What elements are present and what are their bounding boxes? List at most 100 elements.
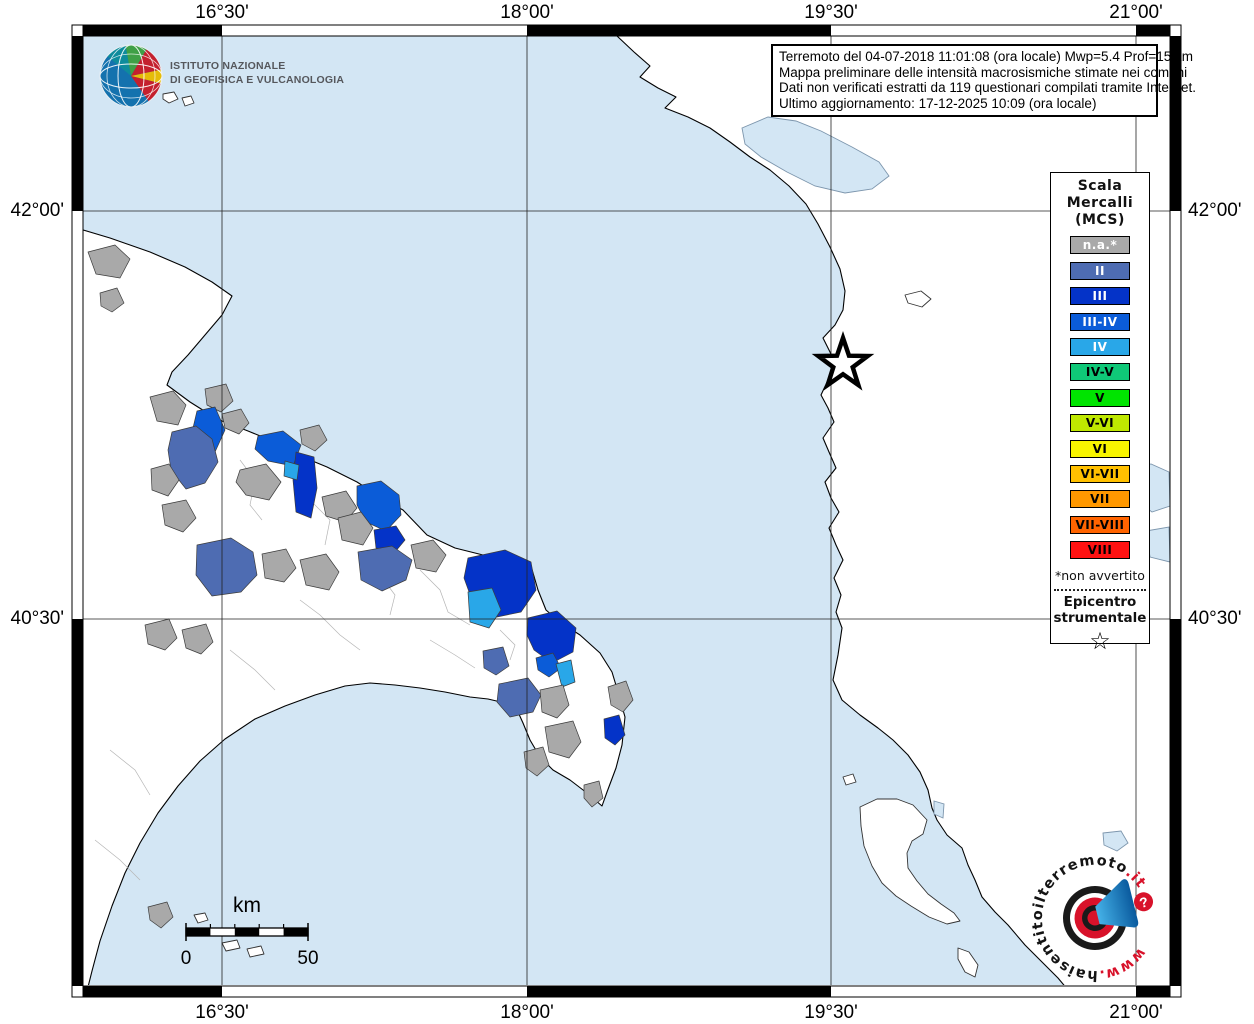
municipal-boundary <box>94 839 141 881</box>
axis-left-tick-2: 40°30' <box>10 608 65 629</box>
epicenter-star-icon: ☆ <box>1089 627 1111 656</box>
map-frame <box>71 24 1182 998</box>
municipality-intensity-ii <box>195 537 258 597</box>
municipality-intensity-na <box>299 553 340 591</box>
island <box>904 290 932 308</box>
municipality-intensity-ii <box>357 545 413 592</box>
legend-chip-VIII: VIII <box>1070 541 1130 560</box>
legend-chip-III: III <box>1070 287 1130 306</box>
question-mark: ? <box>1138 893 1150 911</box>
municipality-intensity-iii <box>603 714 626 746</box>
island <box>162 91 179 104</box>
axis-right-tick-1: 42°00' <box>1188 200 1242 221</box>
municipal-boundary <box>309 499 331 546</box>
island <box>842 773 857 786</box>
info-line-mapdesc: Mappa preliminare delle intensità macros… <box>779 64 1188 80</box>
municipality-intensity-iii <box>292 451 318 519</box>
legend-chip-V: V <box>1070 388 1130 407</box>
legend-chip-III-IV: III-IV <box>1070 312 1130 331</box>
info-line-event: Terremoto del 04-07-2018 11:01:08 (ora l… <box>779 49 1193 64</box>
axis-bottom-tick-4: 21°00' <box>1109 1002 1163 1023</box>
axis-top-tick-4: 21°00' <box>1109 2 1163 23</box>
municipality-intensity-iv <box>555 659 576 688</box>
legend-chip-VII: VII <box>1070 490 1130 509</box>
municipality-intensity-iiiiv <box>356 480 402 532</box>
municipality-intensity-na <box>87 244 131 279</box>
axis-top-tick-1: 16°30' <box>195 2 249 23</box>
legend-epicenter-label: Epicentro strumentale <box>1053 594 1147 627</box>
earthquake-info-box: Terremoto del 04-07-2018 11:01:08 (ora l… <box>771 44 1196 118</box>
municipality-intensity-na <box>539 684 570 719</box>
legend-chip-VI-VII: VI-VII <box>1070 464 1130 483</box>
scale-bar-start: 0 <box>181 948 192 969</box>
island <box>957 947 979 978</box>
ingv-globe-slice <box>131 69 162 84</box>
municipality-intensity-ii <box>482 646 510 676</box>
scale-bar-unit: km <box>233 894 261 917</box>
legend-divider <box>1054 589 1146 592</box>
municipal-boundary <box>299 599 361 651</box>
municipality-intensity-na <box>181 623 214 655</box>
question-badge <box>1134 892 1154 912</box>
legend-footnote: *non avvertito <box>1055 568 1145 584</box>
municipal-boundary <box>429 639 476 669</box>
epicenter-star <box>811 330 875 391</box>
axis-bottom-tick-3: 19°30' <box>804 1002 858 1023</box>
lake <box>933 800 945 819</box>
ingv-globe-slice <box>131 76 162 102</box>
legend-items: n.a.* II III III-IV IV IV-V V V-VI VI VI-VII VII VI… <box>1051 236 1149 560</box>
municipality-intensity-na <box>204 383 234 413</box>
municipality-intensity-iii <box>526 610 577 664</box>
island <box>193 912 209 924</box>
axis-top-tick-2: 18°00' <box>500 2 554 23</box>
ingv-wordmark-line2: DI GEOFISICA E VULCANOLOGIA <box>170 73 345 86</box>
axis-left-tick-1: 42°00' <box>10 200 65 221</box>
axis-right-tick-2: 40°30' <box>1188 608 1242 629</box>
municipal-boundary <box>229 649 276 691</box>
ingv-wordmark-line1: ISTITUTO NAZIONALE <box>170 60 286 72</box>
info-line-updated: Ultimo aggiornamento: 17-12-2025 10:09 (… <box>779 95 1097 111</box>
municipality-intensity-na <box>149 390 187 426</box>
municipality-intensity-na <box>299 424 328 452</box>
municipality-intensity-na <box>337 511 374 546</box>
municipality-intensity-na <box>523 746 550 777</box>
municipality-intensity-ii <box>167 425 219 490</box>
island <box>246 945 265 958</box>
municipal-boundary <box>499 629 516 661</box>
municipality-intensity-ii <box>496 677 542 718</box>
municipality-intensity-na <box>150 463 180 497</box>
municipality-intensity-na <box>144 618 178 651</box>
legend-chip-VI: VI <box>1070 439 1130 458</box>
municipality-intensity-na <box>410 539 447 573</box>
ingv-globe-slice <box>131 49 162 76</box>
ingv-globe-slice <box>125 45 147 76</box>
municipality-intensity-iv <box>283 460 300 481</box>
legend-chip-II: II <box>1070 261 1130 280</box>
legend-chip-V-VI: V-VI <box>1070 414 1130 433</box>
municipality-intensity-na <box>583 780 604 808</box>
landmass-balkans <box>616 36 1170 985</box>
legend-chip-IV: IV <box>1070 337 1130 356</box>
intensity-legend: Scala Mercalli (MCS) n.a.* II III III-IV IV I… <box>1050 172 1150 654</box>
map-layers <box>83 36 1170 985</box>
axis-bottom-tick-2: 18°00' <box>500 1002 554 1023</box>
municipality-intensity-na <box>607 680 634 713</box>
municipality-intensity-na <box>161 499 197 533</box>
legend-chip-IV-V: IV-V <box>1070 363 1130 382</box>
info-line-source: Dati non verificati estratti da 119 ques… <box>779 80 1196 96</box>
island <box>859 798 961 925</box>
ingv-wordmark: ISTITUTO NAZIONALE DI GEOFISICA E VULCAN… <box>170 60 344 87</box>
municipality-intensity-na <box>544 720 582 759</box>
island <box>181 95 195 107</box>
legend-chip-VII-VIII: VII-VIII <box>1070 515 1130 534</box>
municipality-intensity-na <box>99 287 125 313</box>
axis-bottom-tick-1: 16°30' <box>195 1002 249 1023</box>
scale-bar: km 0 50 <box>181 894 319 969</box>
legend-chip-n.a.*: n.a.* <box>1070 236 1130 255</box>
municipality-intensity-iii <box>373 525 406 553</box>
scale-bar-end: 50 <box>297 948 318 969</box>
municipal-boundary <box>419 569 471 626</box>
landmass-italy <box>83 229 626 985</box>
